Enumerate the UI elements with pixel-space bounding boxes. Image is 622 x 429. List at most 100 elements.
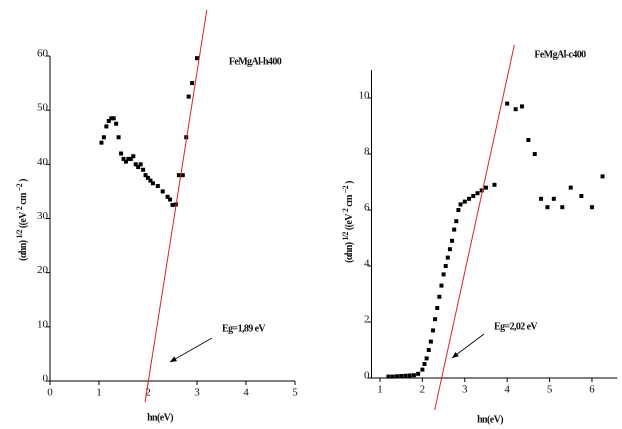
y-tick-label: 4: [364, 258, 370, 270]
x-tick-label: 4: [504, 384, 510, 396]
point: [450, 238, 455, 243]
x-tick-label: 3: [194, 387, 200, 399]
y-axis-label-part: 1/2: [341, 232, 350, 241]
point: [136, 165, 141, 170]
x-tick-label: 5: [292, 387, 298, 399]
point: [111, 116, 116, 121]
point: [190, 81, 195, 86]
y-axis-label-part: 1/2: [15, 230, 24, 239]
y-tick-label: 8: [364, 146, 370, 158]
point: [116, 135, 121, 140]
point: [184, 135, 189, 140]
point: [176, 173, 181, 178]
fit-line: [144, 9, 208, 403]
point: [106, 119, 111, 123]
y-tick-label: 2: [364, 314, 370, 326]
y-axis-label-part: ): [18, 179, 29, 182]
point: [180, 173, 185, 178]
y-axis-label-part: 2: [341, 208, 350, 212]
point: [471, 194, 476, 198]
point: [458, 202, 463, 207]
point: [407, 373, 412, 378]
point: [435, 306, 440, 310]
point: [589, 205, 594, 210]
point: [539, 196, 544, 201]
point: [526, 138, 531, 142]
point: [551, 196, 556, 201]
point: [456, 208, 461, 212]
point: [114, 121, 119, 126]
x-tick-label: 4: [243, 387, 249, 399]
point: [454, 219, 459, 224]
point: [433, 317, 438, 322]
y-tick-label: 0: [43, 373, 49, 385]
fit-line: [434, 44, 515, 411]
point: [600, 174, 605, 179]
y-tick-label: 30: [37, 210, 49, 222]
point: [394, 374, 399, 379]
point: [424, 356, 429, 361]
point: [150, 181, 155, 186]
x-tick-label: 2: [145, 387, 151, 399]
x-tick-label: 0: [47, 387, 53, 399]
point: [138, 162, 143, 167]
point: [104, 124, 109, 129]
y-tick-label: 0: [364, 370, 370, 382]
point: [560, 205, 565, 210]
point: [579, 194, 584, 198]
x-axis-label: hn(eV): [147, 412, 173, 423]
arrow-head: [452, 351, 459, 358]
point: [119, 151, 124, 156]
point: [568, 185, 573, 190]
y-axis-label-part: ((eV: [18, 211, 29, 228]
y-axis-label-part: ((eV: [344, 213, 355, 230]
y-axis-label: (αhn)1/2 ((eV2cm−2): [15, 179, 29, 261]
point: [475, 191, 480, 196]
point: [141, 167, 146, 172]
point: [445, 255, 450, 260]
point: [520, 104, 525, 109]
x-tick-label: 2: [420, 384, 426, 396]
point: [439, 283, 444, 288]
y-axis-label-part: (αhn): [344, 242, 355, 263]
point: [513, 107, 518, 112]
y-tick-label: 50: [37, 102, 49, 114]
point: [195, 56, 199, 61]
point: [390, 374, 395, 379]
point: [416, 371, 421, 376]
y-tick-label: 60: [37, 48, 49, 60]
point: [143, 173, 148, 178]
point: [452, 227, 457, 232]
y-axis-label-part: −2: [341, 185, 350, 193]
point: [109, 116, 114, 121]
x-axis-label: hn(eV): [477, 414, 503, 425]
point: [443, 264, 448, 268]
y-tick-label: 10: [359, 90, 371, 102]
y-axis-label-part: cm: [344, 194, 355, 207]
point: [479, 188, 484, 193]
point: [437, 294, 442, 299]
point: [505, 101, 510, 106]
point: [386, 374, 391, 379]
chart-title: FeMgAl-h400: [229, 56, 282, 67]
x-tick-label: 1: [96, 387, 102, 399]
point: [146, 175, 150, 180]
y-axis-label: (αhn)1/2 ((eV2cm−2): [341, 181, 355, 263]
arrow: [169, 337, 213, 363]
point: [430, 328, 435, 333]
plot: 0 1 2 3 4 50102030405060FeMgAl-h400hn(eV)Eg=1…: [15, 9, 298, 423]
point: [126, 156, 131, 161]
x-tick-label: 6: [589, 384, 595, 396]
point: [99, 140, 104, 145]
point: [483, 185, 488, 190]
point: [186, 94, 191, 99]
point: [128, 156, 133, 161]
y-tick-label: 6: [364, 202, 370, 214]
chart-title: FeMgAl-c400: [534, 49, 586, 60]
point: [399, 374, 404, 379]
point: [123, 159, 128, 164]
point: [131, 154, 136, 159]
point: [420, 367, 425, 372]
y-axis-label-part: (αhn): [18, 240, 29, 261]
